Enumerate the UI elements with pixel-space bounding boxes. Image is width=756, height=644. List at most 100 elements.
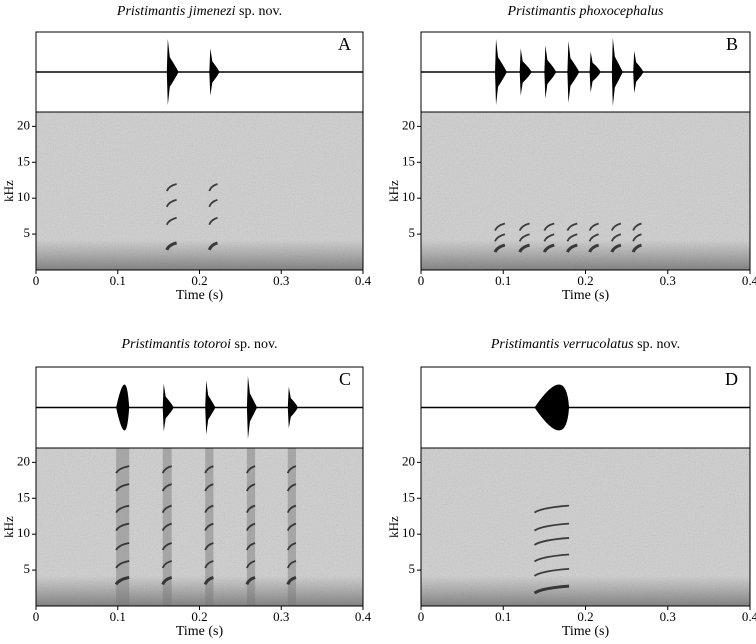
harmonic	[204, 542, 214, 551]
harmonic	[161, 483, 172, 492]
harmonic	[518, 222, 530, 231]
y-axis-label: kHz	[1, 180, 16, 202]
harmonic	[543, 222, 555, 231]
y-tick-label: 20	[17, 117, 30, 132]
x-tick-label: 0.3	[273, 273, 289, 288]
harmonic	[518, 233, 530, 242]
x-tick-label: 0.4	[355, 609, 372, 624]
harmonic	[588, 243, 600, 253]
x-tick-label: 0.3	[273, 609, 289, 624]
harmonic	[246, 542, 256, 551]
harmonic	[203, 576, 214, 586]
harmonic	[518, 243, 530, 253]
harmonic	[115, 465, 130, 474]
harmonic	[533, 504, 570, 514]
x-tick-label: 0.4	[742, 609, 756, 624]
x-tick-label: 0.3	[660, 609, 676, 624]
oscillogram-note	[495, 38, 507, 106]
harmonic	[115, 483, 130, 492]
harmonic	[632, 233, 642, 242]
x-axis-label: Time (s)	[562, 624, 610, 639]
x-tick-label: 0	[418, 609, 425, 624]
oscillogram-note	[519, 48, 532, 96]
y-tick-label: 5	[409, 225, 416, 240]
harmonic	[165, 183, 177, 192]
x-tick-label: 0.4	[742, 273, 756, 288]
harmonic	[161, 465, 172, 474]
harmonic	[246, 465, 256, 474]
harmonic	[115, 522, 130, 532]
spectrogram-floor	[36, 240, 363, 270]
title-suffix: sp. nov.	[637, 337, 680, 352]
broadband-note	[287, 448, 296, 606]
x-axis-label: Time (s)	[176, 288, 224, 303]
y-axis-label: kHz	[386, 180, 401, 202]
harmonic	[161, 504, 172, 513]
x-axis-label: Time (s)	[562, 288, 610, 303]
oscillogram-note	[166, 38, 179, 106]
y-tick-label: 10	[17, 525, 30, 540]
x-tick-label: 0.1	[495, 273, 511, 288]
x-tick-label: 0	[33, 273, 40, 288]
oscillogram-note	[544, 45, 557, 99]
harmonic	[208, 183, 218, 192]
harmonic	[246, 483, 256, 492]
x-tick-label: 0.1	[495, 609, 511, 624]
harmonic	[588, 233, 599, 242]
y-tick-label: 15	[402, 489, 415, 504]
harmonic	[115, 560, 130, 569]
y-tick-label: 5	[24, 225, 31, 240]
harmonic	[610, 233, 622, 242]
panel-label: D	[725, 369, 738, 389]
harmonic	[533, 567, 570, 577]
panel-title: Pristimantis verrucolatus sp. nov.	[490, 337, 680, 352]
y-axis-label: kHz	[1, 516, 16, 538]
harmonic	[632, 222, 642, 231]
oscillogram-note	[534, 384, 570, 431]
harmonic	[610, 243, 622, 253]
panel-title: Pristimantis phoxocephalus	[507, 4, 664, 19]
harmonic	[246, 504, 256, 513]
species-name: Pristimantis phoxocephalus	[507, 4, 664, 19]
harmonic	[245, 576, 256, 586]
x-tick-label: 0	[33, 609, 40, 624]
harmonic	[204, 483, 214, 492]
harmonic	[114, 575, 130, 586]
harmonic	[161, 576, 173, 586]
spectrogram-floor	[36, 576, 363, 606]
harmonic	[286, 504, 297, 513]
panel-title: Pristimantis totoroi sp. nov.	[120, 337, 277, 352]
harmonic	[286, 576, 297, 586]
harmonic	[286, 542, 297, 551]
harmonic	[494, 233, 506, 242]
panel-label: B	[726, 34, 738, 54]
harmonic	[493, 243, 506, 253]
x-tick-label: 0	[418, 273, 425, 288]
y-tick-label: 10	[17, 189, 30, 204]
oscillogram-note	[209, 48, 220, 96]
spectrogram-floor	[421, 576, 750, 606]
harmonic	[286, 483, 297, 492]
y-tick-label: 15	[17, 489, 30, 504]
y-tick-label: 10	[402, 189, 415, 204]
x-tick-label: 0.2	[577, 273, 593, 288]
harmonic	[204, 504, 214, 513]
oscillogram-note	[162, 383, 174, 432]
harmonic	[533, 553, 570, 563]
harmonic	[208, 198, 218, 208]
y-tick-label: 5	[24, 561, 31, 576]
x-axis-label: Time (s)	[176, 624, 224, 639]
panel-title: Pristimantis jimenezi sp. nov.	[116, 4, 282, 19]
harmonic	[566, 233, 578, 242]
species-name: Pristimantis verrucolatus	[490, 337, 634, 352]
broadband-note	[205, 448, 214, 606]
harmonic	[246, 522, 256, 531]
title-suffix: sp. nov.	[235, 337, 278, 352]
oscillogram-note	[287, 386, 298, 429]
harmonic	[115, 542, 130, 551]
harmonic	[286, 560, 297, 569]
y-axis-label: kHz	[386, 516, 401, 538]
x-tick-label: 0.1	[110, 273, 126, 288]
harmonic	[494, 222, 506, 231]
